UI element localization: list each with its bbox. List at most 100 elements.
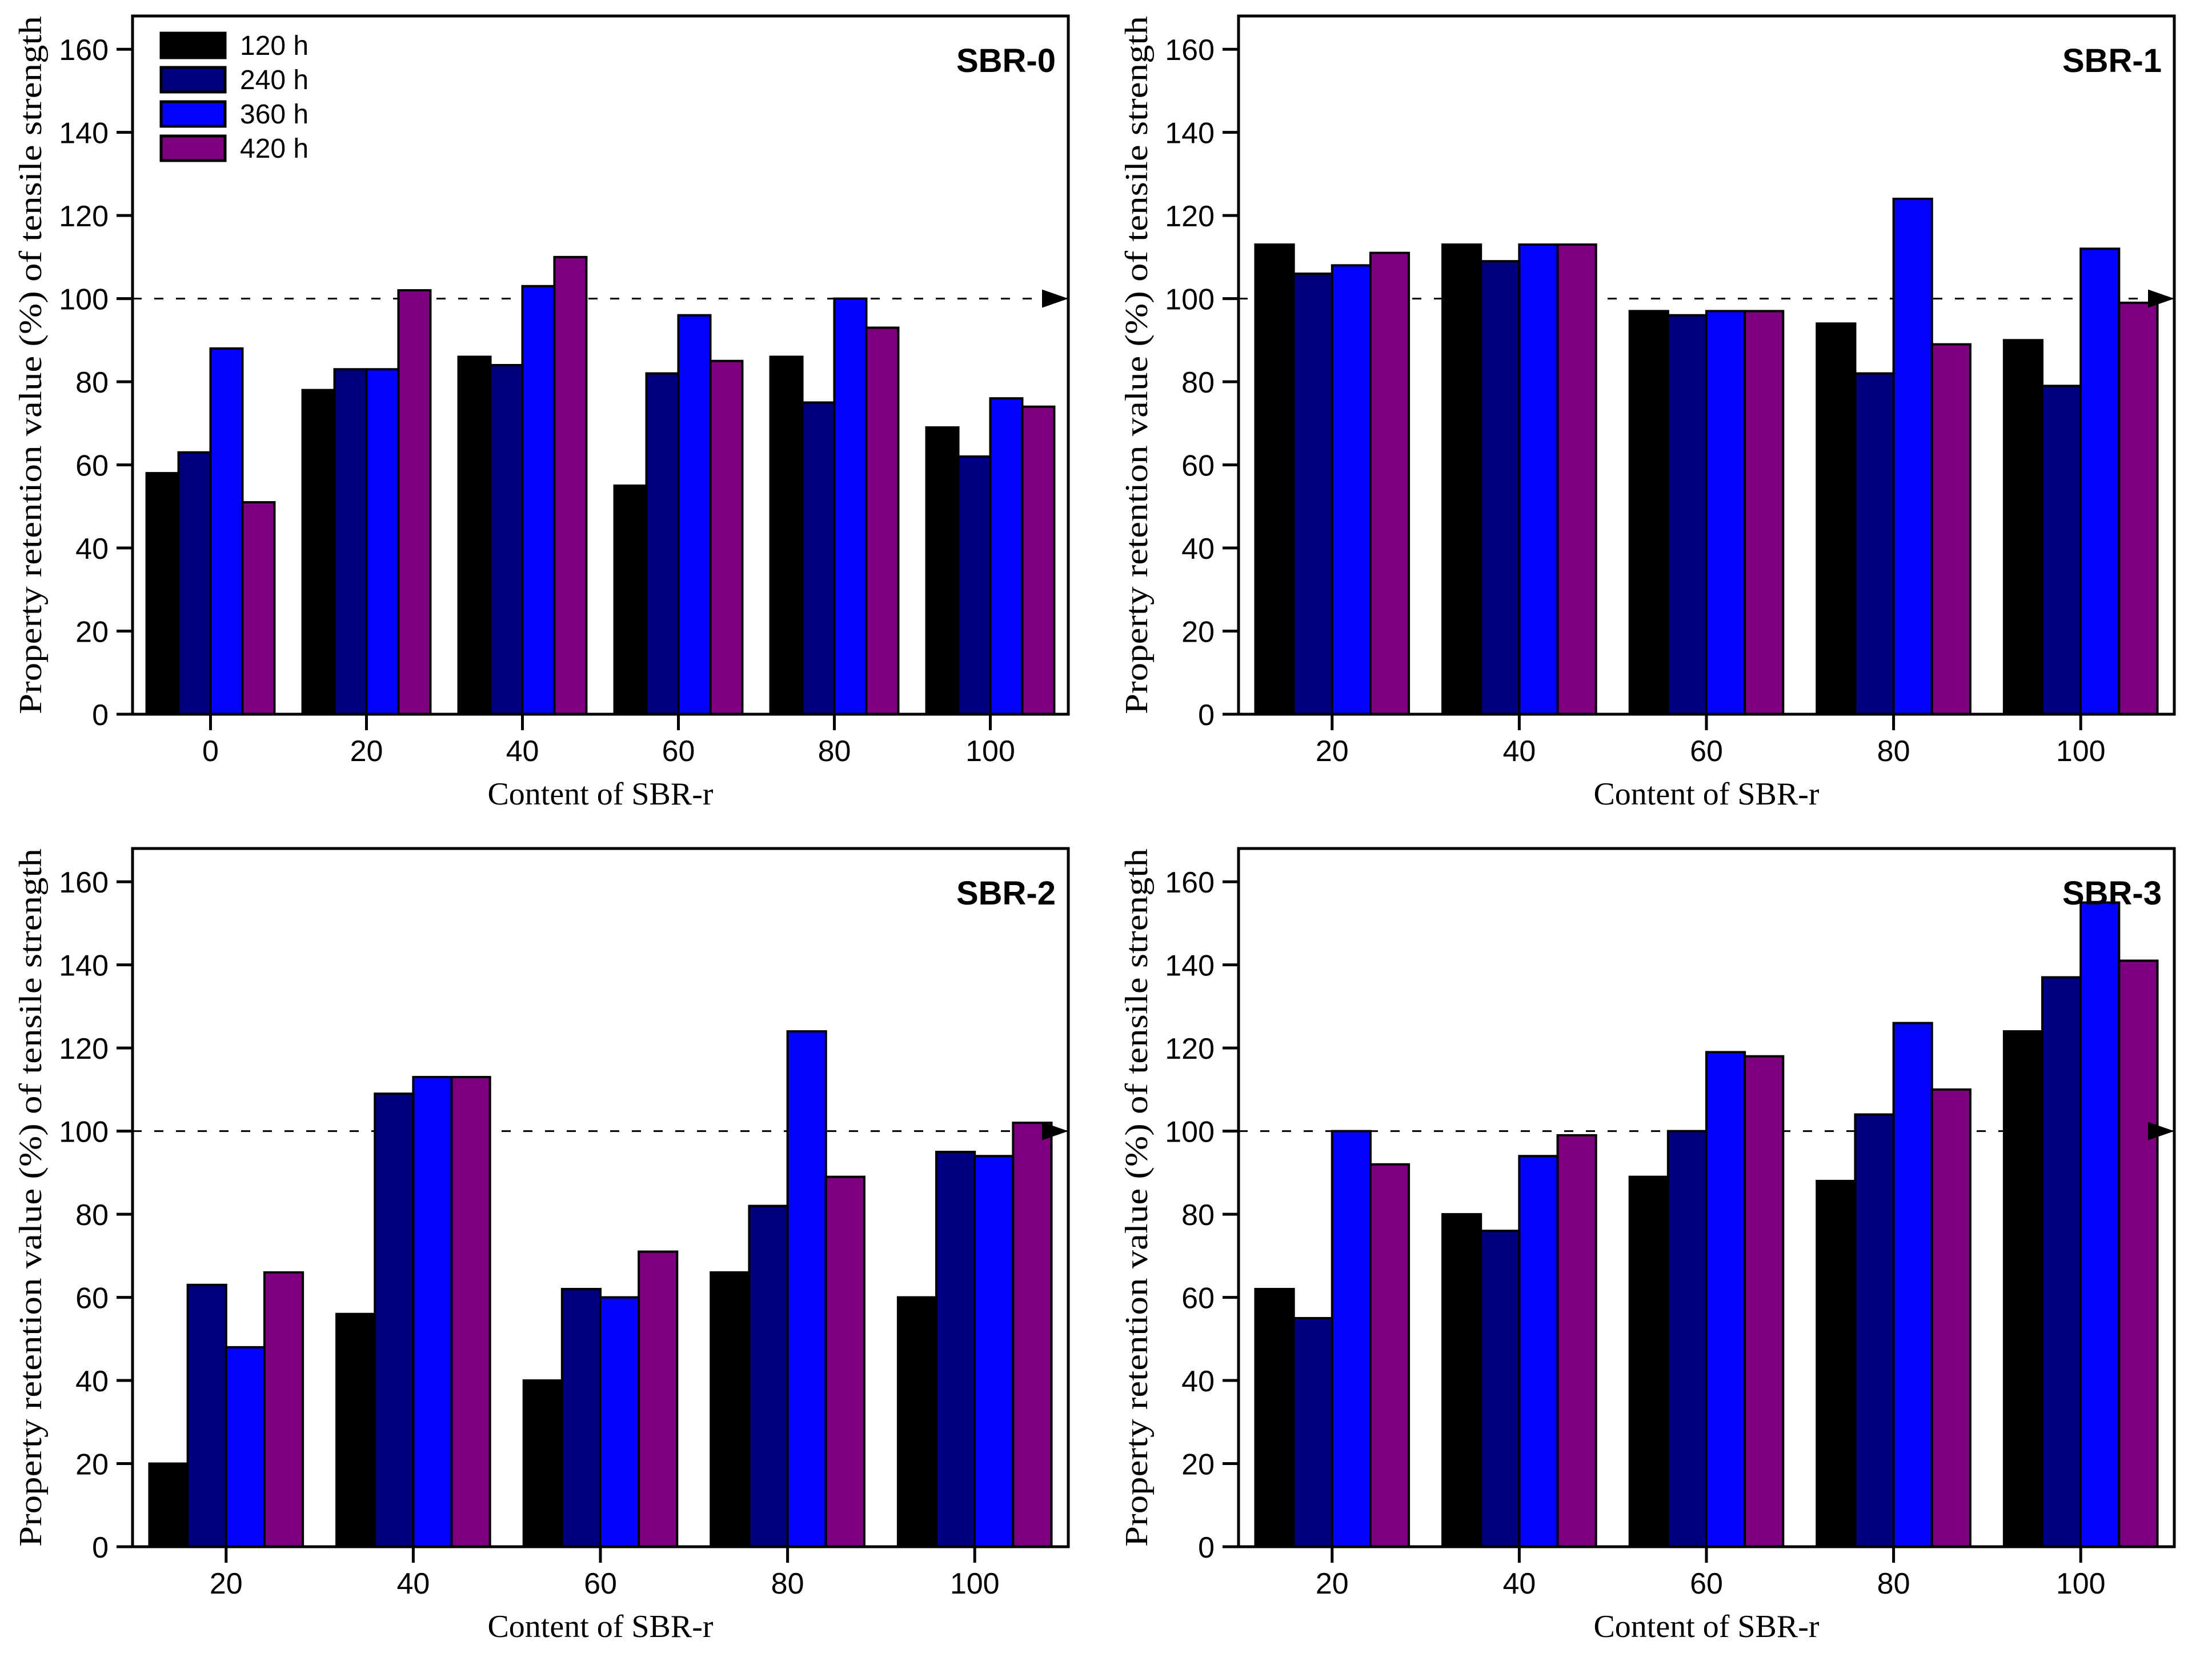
y-tick-label: 40 bbox=[75, 533, 109, 566]
x-tick-label: 60 bbox=[584, 1567, 617, 1600]
y-tick-label: 80 bbox=[1181, 366, 1215, 399]
y-tick-label: 120 bbox=[59, 1032, 109, 1066]
bar-120h-cat100 bbox=[2002, 1030, 2044, 1548]
y-tick-label: 140 bbox=[59, 950, 109, 983]
bar-420h-cat40 bbox=[1556, 1134, 1597, 1548]
y-tick-label: 120 bbox=[1165, 200, 1215, 233]
bar-420h-cat100 bbox=[1021, 405, 1056, 715]
y-axis-title: Property retention value (%) of tensile … bbox=[13, 16, 49, 714]
legend-label-240h: 240 h bbox=[240, 65, 308, 95]
bar-240h-cat100 bbox=[935, 1150, 976, 1548]
y-tick-label: 20 bbox=[75, 616, 109, 649]
y-tick-label: 100 bbox=[59, 283, 109, 317]
bar-120h-cat40 bbox=[1441, 1213, 1482, 1548]
bar-360h-cat20 bbox=[365, 368, 400, 715]
bar-240h-cat40 bbox=[374, 1092, 415, 1548]
y-tick-label: 60 bbox=[75, 450, 109, 483]
bar-240h-cat60 bbox=[560, 1288, 602, 1548]
bar-120h-cat80 bbox=[1816, 1179, 1857, 1548]
reference-arrow-icon bbox=[2148, 289, 2174, 308]
x-tick-label: 20 bbox=[210, 1567, 243, 1600]
bar-120h-cat20 bbox=[1254, 243, 1295, 715]
panel-title: SBR-1 bbox=[2062, 42, 2162, 79]
x-tick-label: 0 bbox=[202, 735, 219, 768]
bar-420h-cat0 bbox=[241, 501, 276, 715]
bar-240h-cat0 bbox=[177, 451, 212, 715]
x-tick-label: 100 bbox=[950, 1567, 1000, 1600]
x-tick-label: 40 bbox=[396, 1567, 430, 1600]
bar-360h-cat60 bbox=[677, 314, 712, 715]
y-tick-label: 60 bbox=[1181, 450, 1215, 483]
plot-border bbox=[131, 14, 1070, 716]
bar-120h-cat100 bbox=[2002, 339, 2044, 715]
chart-sbr-2: 0 20 40 60 80 100 120 140 160 20 40 60 80 100 SBR-2 Pro… bbox=[13, 847, 1070, 1644]
y-tick-label: 0 bbox=[1198, 1531, 1215, 1564]
y-tick-label: 160 bbox=[1165, 866, 1215, 899]
legend-swatch-120h bbox=[159, 31, 227, 59]
bar-120h-cat20 bbox=[1254, 1288, 1295, 1548]
y-tick-label: 20 bbox=[1181, 616, 1215, 649]
bar-360h-cat40 bbox=[412, 1076, 453, 1548]
bar-120h-cat80 bbox=[769, 355, 804, 715]
bar-360h-cat80 bbox=[1892, 1022, 1933, 1548]
bar-420h-cat20 bbox=[263, 1271, 304, 1548]
bar-360h-cat100 bbox=[989, 397, 1024, 715]
bar-360h-cat20 bbox=[1331, 264, 1372, 715]
bar-420h-cat40 bbox=[553, 255, 588, 715]
bar-240h-cat40 bbox=[1480, 260, 1521, 715]
bar-240h-cat40 bbox=[1480, 1230, 1521, 1548]
bar-360h-cat100 bbox=[2079, 901, 2121, 1548]
chart-sbr-1: 0 20 40 60 80 100 120 140 160 20 40 60 80 100 SBR-1 Pro… bbox=[1119, 14, 2176, 812]
bar-240h-cat80 bbox=[801, 401, 836, 715]
y-tick-label: 40 bbox=[1181, 533, 1215, 566]
bar-120h-cat60 bbox=[613, 484, 648, 715]
bar-240h-cat60 bbox=[1666, 1130, 1708, 1548]
bar-120h-cat20 bbox=[301, 389, 336, 715]
y-tick-label: 60 bbox=[1181, 1282, 1215, 1315]
bar-120h-cat60 bbox=[1628, 1175, 1669, 1548]
bar-420h-cat80 bbox=[1930, 343, 1971, 715]
y-tick-label: 140 bbox=[1165, 950, 1215, 983]
x-axis-title: Content of SBR-r bbox=[1593, 1609, 1819, 1644]
bar-360h-cat60 bbox=[1705, 310, 1746, 715]
legend-label-420h: 420 h bbox=[240, 134, 308, 164]
y-tick-label: 160 bbox=[59, 866, 109, 899]
x-axis-title: Content of SBR-r bbox=[487, 1609, 713, 1644]
y-tick-label: 80 bbox=[75, 366, 109, 399]
x-axis-title: Content of SBR-r bbox=[1593, 777, 1819, 812]
bar-420h-cat80 bbox=[865, 326, 900, 715]
panel-title: SBR-3 bbox=[2062, 875, 2162, 912]
bar-120h-cat60 bbox=[1628, 310, 1669, 715]
y-tick-label: 80 bbox=[1181, 1199, 1215, 1232]
bar-240h-cat80 bbox=[1854, 372, 1895, 715]
y-tick-label: 20 bbox=[1181, 1448, 1215, 1482]
bar-360h-cat100 bbox=[2079, 247, 2121, 716]
bar-240h-cat20 bbox=[1292, 1316, 1333, 1548]
y-tick-label: 0 bbox=[1198, 699, 1215, 732]
x-tick-label: 80 bbox=[818, 735, 851, 768]
bar-360h-cat60 bbox=[1705, 1051, 1746, 1548]
y-axis-title: Property retention value (%) of tensile … bbox=[1119, 848, 1155, 1547]
y-tick-label: 160 bbox=[59, 34, 109, 67]
y-axis-title: Property retention value (%) of tensile … bbox=[13, 848, 49, 1547]
x-tick-label: 40 bbox=[1502, 735, 1536, 768]
x-tick-label: 100 bbox=[965, 735, 1015, 768]
panel-sbr-0: 0 20 40 60 80 100 120 140 160 0 20 40 60 80 100 SBR-0 Pr… bbox=[0, 0, 1106, 832]
bar-420h-cat20 bbox=[1369, 251, 1410, 716]
bar-240h-cat80 bbox=[748, 1204, 789, 1548]
bar-240h-cat100 bbox=[2041, 976, 2082, 1548]
x-tick-label: 40 bbox=[506, 735, 539, 768]
y-tick-label: 100 bbox=[59, 1116, 109, 1149]
x-tick-label: 80 bbox=[771, 1567, 804, 1600]
x-tick-label: 60 bbox=[1690, 735, 1723, 768]
bar-360h-cat40 bbox=[521, 285, 556, 715]
y-axis-title: Property retention value (%) of tensile … bbox=[1119, 16, 1155, 714]
y-tick-label: 100 bbox=[1165, 1116, 1215, 1149]
bar-420h-cat60 bbox=[709, 359, 744, 715]
bar-120h-cat100 bbox=[896, 1296, 938, 1548]
bar-420h-cat80 bbox=[824, 1175, 865, 1548]
bar-420h-cat60 bbox=[1744, 310, 1785, 715]
y-tick-label: 80 bbox=[75, 1199, 109, 1232]
bar-360h-cat60 bbox=[599, 1296, 640, 1548]
y-tick-label: 140 bbox=[1165, 117, 1215, 150]
